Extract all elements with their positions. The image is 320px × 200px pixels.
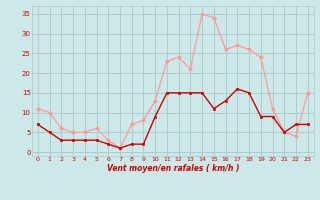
X-axis label: Vent moyen/en rafales ( km/h ): Vent moyen/en rafales ( km/h ) (107, 164, 239, 173)
